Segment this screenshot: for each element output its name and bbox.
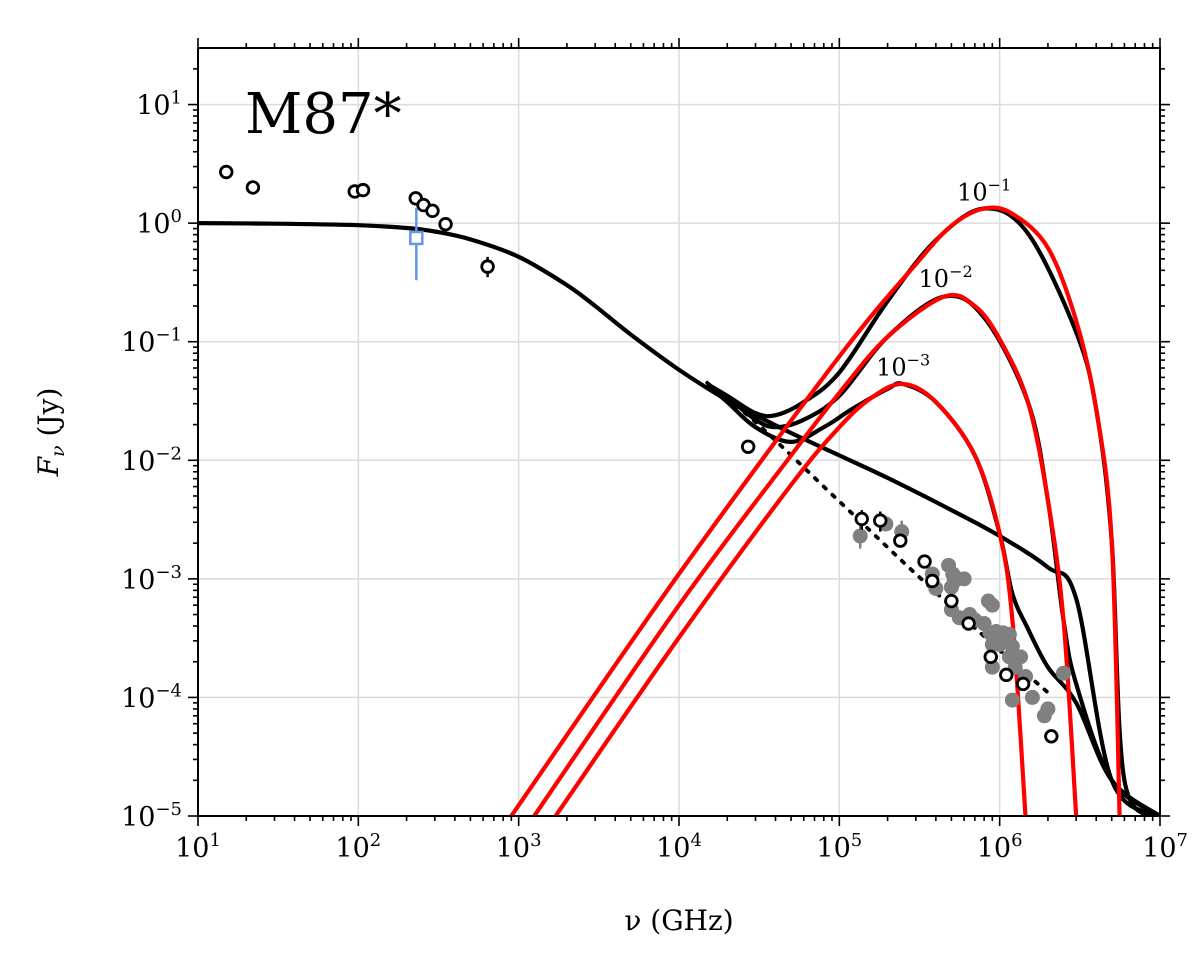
open-data-point	[1044, 729, 1059, 744]
open-data-point	[944, 593, 959, 609]
series-line-6	[532, 292, 1079, 816]
plot-area	[198, 164, 1160, 816]
y-axis-label-unit: (Jy)	[32, 388, 65, 446]
gray-data-point	[1001, 626, 1017, 642]
gray-data-point	[956, 571, 972, 587]
curve-label-1: 10−2	[919, 262, 973, 293]
x-tick-label: 104	[656, 830, 702, 864]
y-tick-label: 100	[136, 206, 182, 240]
open-data-point	[961, 616, 976, 631]
gray-data-point	[1024, 689, 1040, 705]
y-tick-label: 10−4	[121, 680, 182, 714]
open-data-point	[438, 216, 453, 232]
y-tick-label: 10−5	[121, 799, 182, 833]
y-tick-label: 10−2	[121, 443, 182, 477]
axis-ticks	[188, 38, 1170, 826]
open-data-point	[983, 649, 998, 665]
tick-labels: 101 102 103 104 105 106 10710−510−410−310−210−…	[121, 88, 1188, 864]
open-data-point	[893, 533, 908, 548]
open-data-point	[355, 182, 371, 198]
y-tick-label: 10−1	[121, 325, 182, 359]
y-tick-label: 101	[136, 88, 182, 122]
blue-data-point	[409, 230, 424, 246]
open-data-point	[925, 573, 940, 589]
open-data-point	[425, 203, 440, 219]
x-tick-label: 106	[977, 830, 1023, 864]
gray-data-point	[1004, 692, 1020, 708]
curve-label-0: 10−1	[957, 176, 1011, 207]
curve-labels: 10−1 10−2 10−3	[876, 176, 1011, 382]
x-tick-label: 102	[335, 830, 381, 864]
open-data-point	[245, 180, 261, 195]
gray-data-point	[1013, 649, 1029, 665]
open-data-point	[219, 164, 234, 180]
gray-data-point	[1040, 701, 1056, 717]
series-line-7	[553, 381, 1028, 816]
y-axis-label-sub: ν	[47, 445, 69, 457]
x-axis-label: ν (GHz)	[624, 904, 733, 937]
series-line-5	[509, 205, 1122, 816]
open-data-point	[854, 511, 869, 527]
gray-data-point	[1055, 665, 1071, 681]
x-tick-label: 103	[496, 830, 542, 864]
y-axis-label-main: F	[32, 455, 65, 477]
gray-data-point	[984, 597, 1000, 613]
open-data-point	[1015, 676, 1031, 692]
y-tick-label: 10−3	[121, 562, 182, 596]
open-data-point	[917, 554, 932, 569]
x-tick-label: 101	[175, 830, 221, 864]
y-axis-label: Fν (Jy)	[32, 388, 69, 478]
open-data-point	[999, 667, 1014, 683]
curve-label-2: 10−3	[876, 350, 930, 381]
chart-title: M87*	[245, 82, 402, 147]
open-data-point	[873, 513, 888, 528]
x-tick-label: 105	[816, 830, 862, 864]
x-tick-label: 107	[1142, 830, 1188, 864]
open-data-point	[480, 259, 495, 274]
gray-data-point	[852, 528, 868, 544]
open-data-point	[740, 439, 756, 454]
